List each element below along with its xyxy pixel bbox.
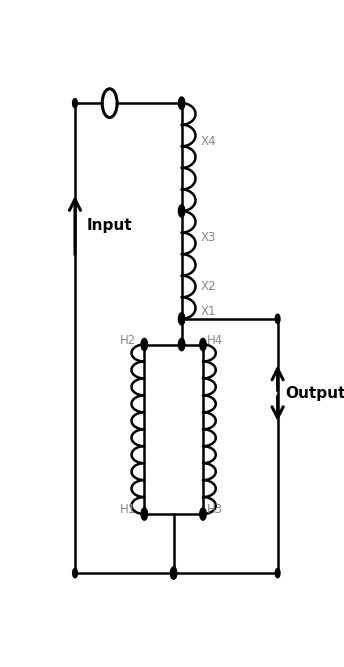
Circle shape (179, 338, 185, 351)
Circle shape (179, 205, 185, 217)
Text: X2: X2 (200, 280, 216, 293)
Circle shape (73, 99, 77, 108)
Circle shape (170, 567, 177, 579)
Circle shape (141, 338, 148, 351)
Text: H3: H3 (207, 504, 223, 516)
Text: X4: X4 (200, 135, 216, 148)
Text: Input: Input (87, 217, 133, 233)
Text: H2: H2 (120, 334, 137, 347)
Text: H1: H1 (120, 504, 137, 516)
Circle shape (179, 313, 185, 325)
Text: Output: Output (286, 386, 344, 401)
Circle shape (73, 568, 77, 578)
Circle shape (200, 338, 206, 351)
Text: X3: X3 (200, 231, 216, 245)
Circle shape (275, 314, 280, 323)
Text: X1: X1 (200, 305, 216, 317)
Text: H4: H4 (207, 334, 223, 347)
Circle shape (200, 508, 206, 520)
Circle shape (275, 568, 280, 578)
Circle shape (141, 508, 148, 520)
Circle shape (179, 97, 185, 109)
